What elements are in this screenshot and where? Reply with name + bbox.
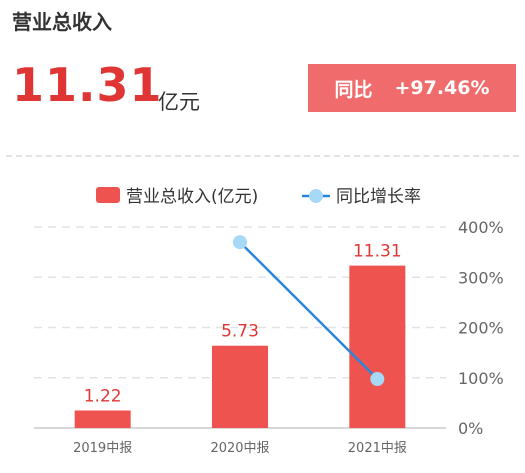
yoy-label: 同比 [334,78,373,101]
y-tick-label: 100% [458,369,504,388]
section-divider [6,155,519,157]
yoy-value: +97.46% [394,77,490,99]
bar-value-label: 11.31 [353,242,402,262]
legend-bar-label: 营业总收入(亿元) [126,187,258,207]
x-tick-label: 2019中报 [73,441,132,456]
total-revenue-value: 11.31 [12,58,163,112]
page-title: 营业总收入 [12,10,112,34]
revenue-chart: 0% 100% 200% 300% 400% 1.22 2019中报 5.73 2020中报 11… [34,187,504,456]
bar-value-label: 5.73 [221,322,259,342]
growth-point [370,372,385,387]
bar [74,410,131,428]
y-tick-label: 0% [458,419,483,438]
y-tick-label: 400% [458,218,504,237]
bar [349,265,406,428]
yoy-badge: 同比 +97.46% [308,64,516,112]
y-tick-label: 200% [458,319,504,338]
revenue-unit: 亿元 [158,90,200,114]
x-tick-label: 2020中报 [210,441,269,456]
x-tick-label: 2021中报 [348,441,407,456]
bar [212,345,268,428]
growth-point [233,235,247,250]
bar-value-label: 1.22 [84,386,122,406]
growth-line [239,241,379,380]
legend-line-marker [309,189,323,203]
legend-line-label: 同比增长率 [336,187,421,207]
y-tick-label: 300% [458,268,504,287]
legend-bar-swatch [96,187,120,203]
